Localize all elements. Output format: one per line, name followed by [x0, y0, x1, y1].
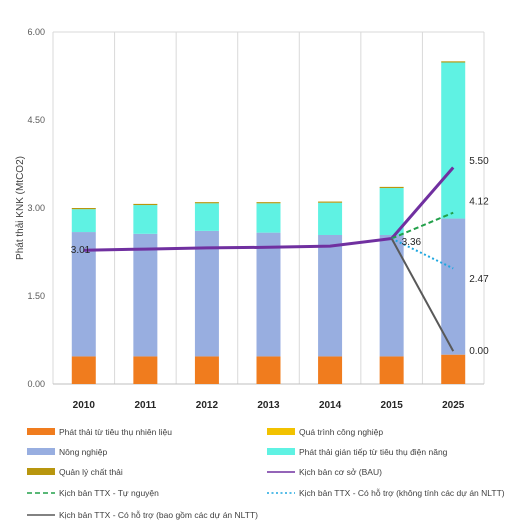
x-tick-label: 2012: [196, 400, 219, 411]
x-tick-label: 2013: [257, 400, 280, 411]
x-tick-label: 2025: [442, 400, 465, 411]
x-tick-label: 2010: [73, 400, 96, 411]
bar-segment: [318, 201, 343, 203]
bar-segment: [256, 232, 281, 357]
legend-swatch: [267, 448, 295, 455]
bar-segment: [441, 61, 466, 63]
data-label: 0.00: [469, 346, 489, 357]
bar-segment: [318, 234, 343, 357]
series-line: [390, 238, 455, 352]
legend-label: Quản lý chất thải: [59, 467, 123, 477]
bar-segment: [441, 218, 466, 355]
data-label: 4.12: [469, 197, 489, 208]
data-label: 3.01: [71, 245, 91, 256]
bar-segment: [194, 230, 219, 357]
legend-label: Phát thải gián tiếp từ tiêu thụ điện năn…: [299, 447, 448, 457]
bar-segment: [133, 205, 158, 234]
x-tick-label: 2015: [381, 400, 404, 411]
bar-segment: [133, 356, 158, 384]
bar-segment: [133, 203, 158, 206]
data-label: 5.50: [469, 156, 489, 167]
bar-segment: [71, 209, 96, 233]
bar-segment: [318, 356, 343, 384]
y-tick-label: 0.00: [27, 379, 45, 389]
data-label: 3.36: [402, 237, 422, 248]
bar-segment: [441, 62, 466, 219]
y-tick-label: 3.00: [27, 203, 45, 213]
x-tick-label: 2011: [135, 400, 157, 411]
legend-label: Kịch bản TTX - Có hỗ trợ (bao gồm các dự…: [59, 510, 258, 520]
bar-segment: [441, 354, 466, 384]
legend-label: Quá trình công nghiệp: [299, 427, 383, 437]
bar-segment: [71, 232, 96, 357]
y-axis-title: Phát thải KNK (MtCO2): [15, 156, 26, 260]
legend-label: Kịch bản cơ sở (BAU): [299, 467, 382, 477]
bar-segment: [379, 186, 404, 189]
legend-swatch: [27, 428, 55, 435]
bar-segment: [71, 356, 96, 384]
legend-label: Nông nghiệp: [59, 447, 107, 457]
bar-segment: [256, 356, 281, 384]
bar-segment: [379, 356, 404, 384]
y-tick-label: 4.50: [27, 115, 45, 125]
y-tick-label: 6.00: [27, 27, 45, 37]
legend-label: Phát thải từ tiêu thụ nhiên liệu: [59, 427, 172, 437]
bar-segment: [133, 233, 158, 357]
bar-segment: [194, 356, 219, 384]
y-tick-label: 1.50: [27, 291, 45, 301]
bar-segment: [71, 208, 96, 210]
legend-label: Kịch bản TTX - Có hỗ trợ (không tính các…: [299, 488, 505, 498]
data-label: 2.47: [469, 274, 489, 285]
bar-segment: [256, 203, 281, 233]
legend-swatch: [27, 448, 55, 455]
legend-swatch: [267, 428, 295, 435]
legend-label: Kịch bản TTX - Tự nguyện: [59, 488, 159, 498]
x-tick-label: 2014: [319, 400, 342, 411]
bar-segment: [318, 202, 343, 235]
bar-segment: [194, 202, 219, 204]
series-line: [391, 211, 454, 240]
bar-segment: [194, 203, 219, 231]
legend-swatch: [27, 468, 55, 475]
bar-segment: [256, 202, 281, 204]
